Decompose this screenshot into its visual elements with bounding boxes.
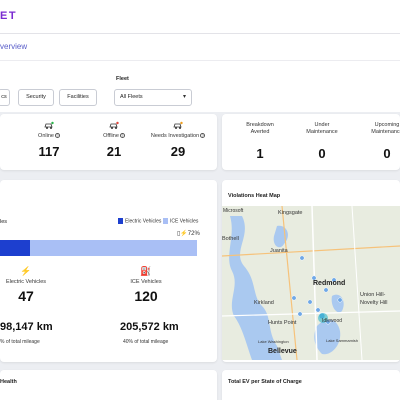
ice-label: ICE Vehicles xyxy=(130,279,162,285)
map-place-bothell: Bothell xyxy=(222,236,239,242)
top-bar: ET xyxy=(0,0,400,34)
ev-label: Electric Vehicles xyxy=(5,279,47,285)
car-online-icon xyxy=(44,121,54,129)
ev-km: 98,147 km xyxy=(0,321,53,333)
breakdown-averted-stat[interactable]: Breakdown Averted 1 xyxy=(240,122,280,161)
map-canvas xyxy=(222,206,400,360)
ev-soc-card-title: Total EV per State of Charge xyxy=(228,379,302,385)
ev-ice-share-bar[interactable] xyxy=(0,240,197,256)
filter-chip-security[interactable]: Security xyxy=(18,89,54,106)
map-place-lake-sammamish: Lake Sammamish xyxy=(326,338,359,343)
ice-count: 120 xyxy=(134,288,158,304)
legend-ev-swatch xyxy=(118,218,123,224)
breakdown-averted-value: 1 xyxy=(256,146,264,161)
chevron-down-icon: ▾ xyxy=(182,94,186,100)
vehicles-card xyxy=(0,180,217,362)
sub-nav: verview xyxy=(0,34,400,60)
map-place-lake-washington: Lake Washington xyxy=(258,339,289,344)
map-place-idlewood: Idlewood xyxy=(322,318,343,324)
vehicles-card-title: les xyxy=(0,219,8,225)
fleet-label: Fleet xyxy=(116,76,129,82)
fuel-pump-icon: ⛽ xyxy=(140,266,152,276)
filter-chip-facilities[interactable]: Facilities xyxy=(59,89,97,106)
online-label: Online xyxy=(38,133,54,139)
info-icon[interactable]: ? xyxy=(54,133,60,139)
violations-map-title: Violations Heat Map xyxy=(228,193,281,199)
health-card: Health xyxy=(0,370,217,400)
map-place-novelty-hill: Novelty Hill xyxy=(360,300,388,306)
fleet-select[interactable]: All Fleets ▾ xyxy=(114,89,192,106)
ev-percent-text: 72% xyxy=(187,231,200,237)
legend-ice[interactable]: ICE Vehicles xyxy=(163,218,198,224)
online-value: 117 xyxy=(38,144,60,159)
upcoming-maintenance-stat[interactable]: Upcoming Maintenance 0 xyxy=(362,122,400,161)
ev-percent-readout: ▯⚡72% xyxy=(177,230,200,237)
ev-mileage-share: % of total mileage xyxy=(0,339,40,345)
car-alert-icon xyxy=(173,121,183,129)
needs-investigation-value: 29 xyxy=(170,144,186,159)
ice-mileage-share: 40% of total mileage xyxy=(123,339,169,345)
maintenance-card: Breakdown Averted 1 Under Maintenance 0 … xyxy=(222,114,400,170)
info-icon[interactable]: ? xyxy=(200,133,206,139)
legend-ice-swatch xyxy=(163,218,168,224)
under-maintenance-label: Under Maintenance xyxy=(306,122,338,135)
offline-label: Offline xyxy=(103,133,119,139)
offline-stat[interactable]: Offline? 21 xyxy=(95,121,133,159)
map-place-union-hill: Union Hill- xyxy=(360,292,386,298)
filter-chip-cs[interactable]: cs xyxy=(0,89,10,106)
map-place-redmond: Redmond xyxy=(313,280,346,287)
filter-bar: cs Security Facilities Fleet All Fleets … xyxy=(0,60,400,112)
map-place-juanita: Juanita xyxy=(270,248,288,254)
lightning-icon: ⚡ xyxy=(20,266,32,276)
map-attribution: Microsoft xyxy=(223,208,244,214)
legend-ev[interactable]: Electric Vehicles xyxy=(118,218,161,224)
health-card-title: Health xyxy=(0,379,17,385)
ice-stat: ⛽ ICE Vehicles 120 xyxy=(120,266,172,304)
fleet-select-value: All Fleets xyxy=(120,94,143,100)
upcoming-maintenance-value: 0 xyxy=(383,146,391,161)
map-place-kirkland: Kirkland xyxy=(254,300,274,306)
info-icon[interactable]: ? xyxy=(119,133,125,139)
needs-investigation-label: Needs Investigation xyxy=(150,133,200,139)
breakdown-averted-label: Breakdown Averted xyxy=(246,122,274,135)
app-brand[interactable]: ET xyxy=(0,10,18,22)
map-place-kingsgate: Kingsgate xyxy=(278,210,303,216)
online-stat[interactable]: Online? 117 xyxy=(30,121,68,159)
battery-icon: ▯⚡ xyxy=(177,231,188,237)
map-place-hunts-point: Hunts Point xyxy=(268,320,297,326)
upcoming-maintenance-label: Upcoming Maintenance xyxy=(371,122,400,135)
car-offline-icon xyxy=(109,121,119,129)
under-maintenance-stat[interactable]: Under Maintenance 0 xyxy=(302,122,342,161)
legend-ev-label: Electric Vehicles xyxy=(125,218,162,225)
ev-count: 47 xyxy=(18,288,34,304)
needs-investigation-stat[interactable]: Needs Investigation? 29 xyxy=(150,121,206,159)
offline-value: 21 xyxy=(106,144,122,159)
map-place-bellevue: Bellevue xyxy=(268,348,297,355)
under-maintenance-value: 0 xyxy=(318,146,326,161)
ev-soc-card: Total EV per State of Charge xyxy=(222,370,400,400)
violations-heat-map[interactable]: Microsoft Kingsgate Bothell Juanita Redm… xyxy=(222,206,400,360)
ice-km: 205,572 km xyxy=(120,321,179,333)
vehicle-status-card: Online? 117 Offline? 21 Needs Investigat… xyxy=(0,114,217,170)
legend-ice-label: ICE Vehicles xyxy=(170,218,199,225)
breadcrumb[interactable]: verview xyxy=(0,42,28,51)
ev-share-fill xyxy=(0,240,30,256)
ev-stat: ⚡ Electric Vehicles 47 xyxy=(0,266,52,304)
